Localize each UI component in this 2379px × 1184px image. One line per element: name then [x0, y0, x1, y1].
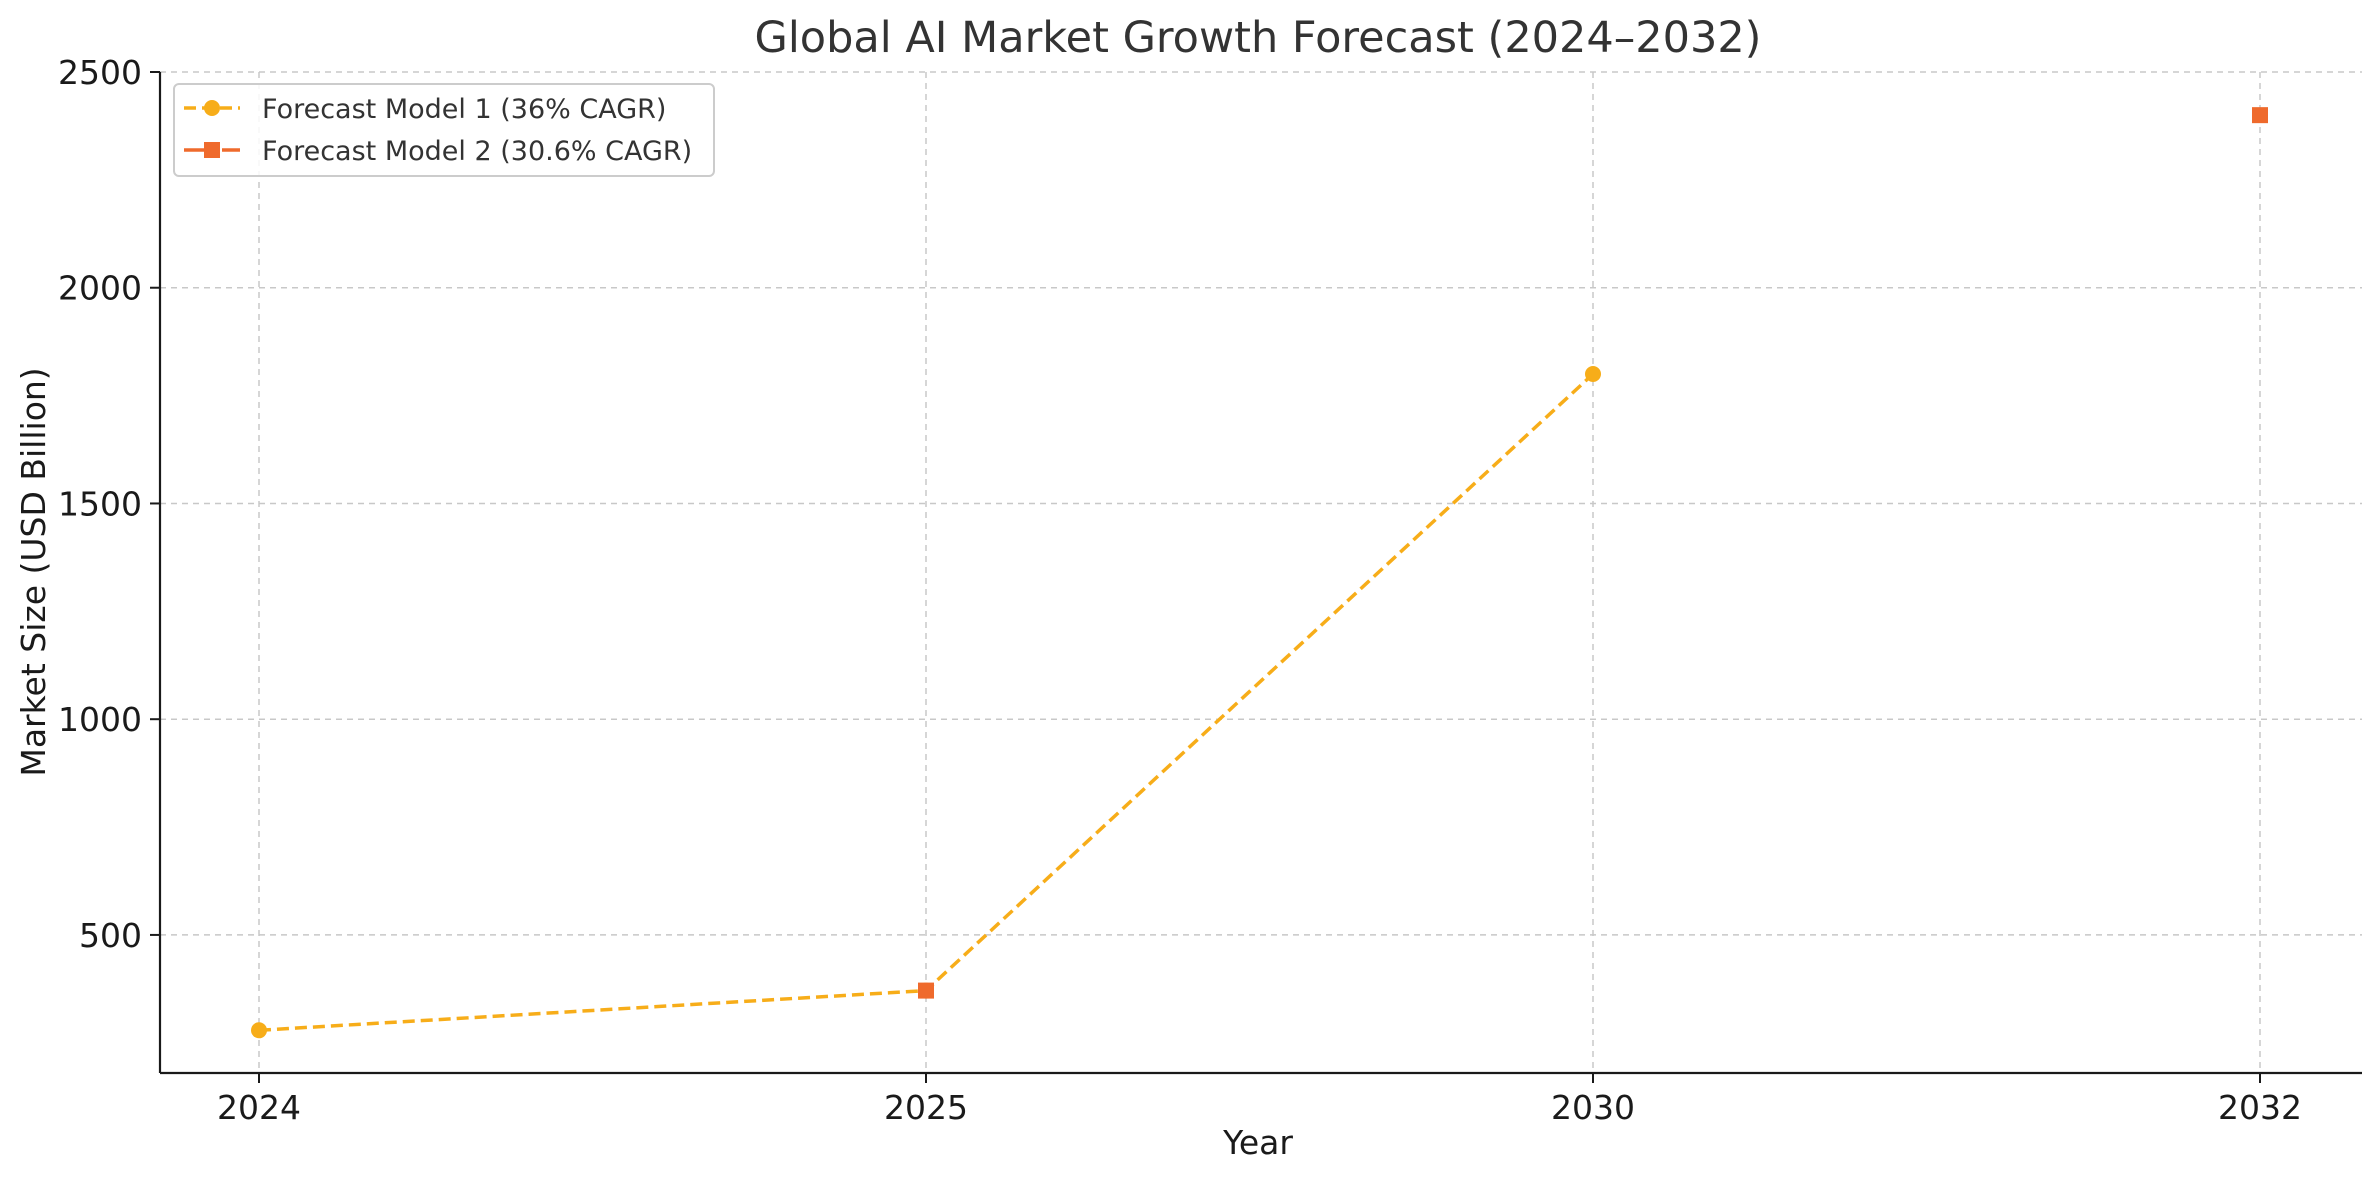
x-tick-label: 2032	[2218, 1088, 2302, 1127]
data-point-model-1-2024	[251, 1022, 267, 1039]
y-tick-label: 1000	[58, 700, 142, 739]
legend-marker-model-2	[204, 142, 220, 158]
legend: Forecast Model 1 (36% CAGR) Forecast Mode…	[173, 83, 715, 177]
chart-title: Global AI Market Growth Forecast (2024–2…	[755, 13, 1762, 63]
series-markers-layer	[251, 107, 2268, 1039]
y-tick-label: 2000	[58, 269, 142, 308]
data-point-model-1-2030	[1585, 366, 1601, 383]
data-point-model-2-2025	[918, 982, 934, 999]
x-tick-label: 2030	[1551, 1088, 1635, 1127]
y-tick-label: 500	[79, 916, 142, 955]
x-axis-label: Year	[1222, 1123, 1293, 1162]
legend-label-model-1: Forecast Model 1 (36% CAGR)	[262, 94, 666, 125]
legend-label-model-2: Forecast Model 2 (30.6% CAGR)	[262, 136, 692, 167]
y-tick-label: 1500	[58, 484, 142, 523]
y-axis-label: Market Size (USD Billion)	[14, 367, 53, 776]
axis-layer: 500 1000 1500 2000 2500 2024 2025 2030 2032	[58, 53, 2362, 1127]
data-point-model-2-2032	[2252, 107, 2268, 124]
y-tick-label: 2500	[58, 53, 142, 92]
x-tick-label: 2025	[884, 1088, 968, 1127]
grid-layer	[160, 71, 2362, 1073]
legend-box	[173, 83, 715, 177]
x-tick-label: 2024	[217, 1088, 301, 1127]
legend-marker-model-1	[204, 100, 220, 116]
